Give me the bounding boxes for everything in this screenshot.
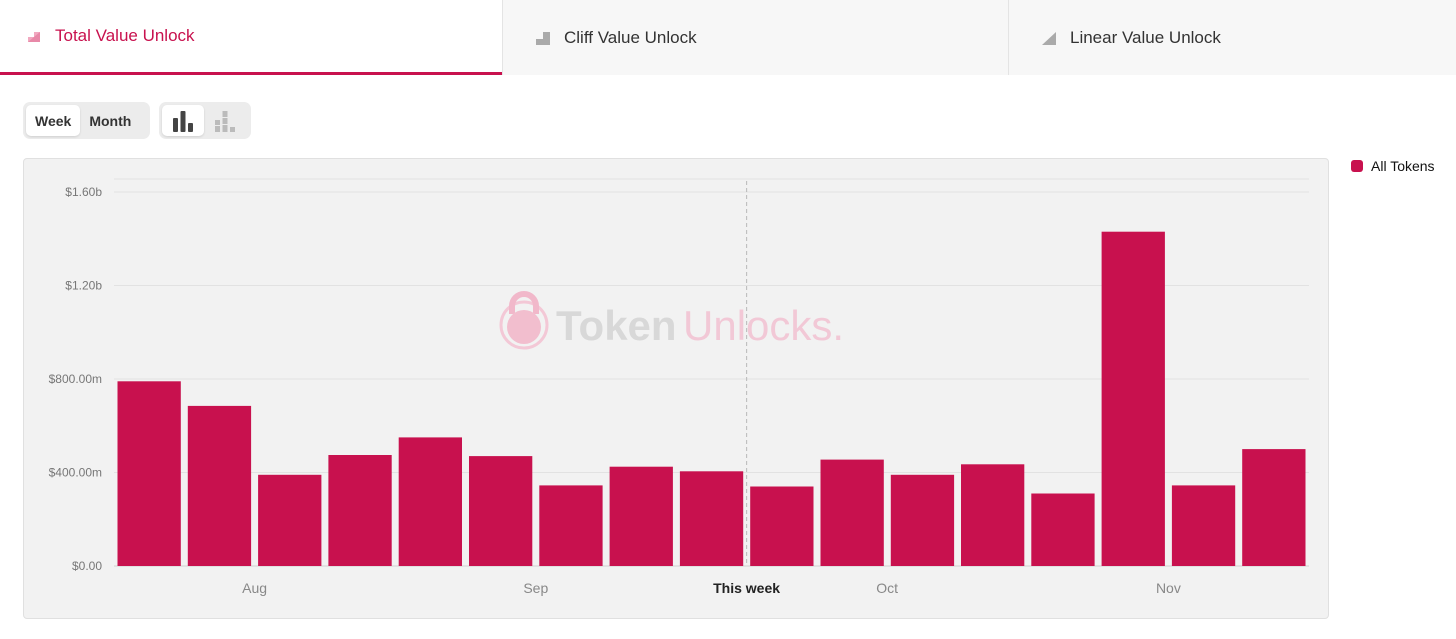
month-button[interactable]: Month	[89, 112, 132, 129]
tab-bar: Total Value Unlock Cliff Value Unlock Li…	[0, 0, 1456, 75]
y-tick-label: $1.20b	[65, 279, 102, 293]
watermark-brand-dark: Token	[556, 302, 677, 349]
x-tick-label: Nov	[1156, 580, 1181, 596]
label-layer: $0.00 $400.00m $800.00m $1.20b $1.60b Aug Sep T…	[49, 185, 1181, 596]
tab-label: Total Value Unlock	[55, 26, 195, 45]
x-tick-label: Sep	[523, 580, 548, 596]
legend-label: All Tokens	[1371, 158, 1435, 174]
bar[interactable]	[117, 381, 181, 566]
bar[interactable]	[328, 455, 392, 566]
y-tick-label: $400.00m	[49, 466, 102, 480]
linear-unlock-icon	[1042, 31, 1056, 45]
bar[interactable]	[679, 471, 744, 566]
bar[interactable]	[1242, 449, 1306, 566]
bar[interactable]	[609, 466, 673, 566]
watermark: Token Unlocks.	[499, 291, 844, 350]
tab-cliff-value-unlock[interactable]: Cliff Value Unlock	[502, 0, 1008, 75]
bar[interactable]	[398, 437, 462, 566]
bar[interactable]	[1031, 493, 1095, 567]
bar[interactable]	[187, 405, 252, 566]
bar[interactable]	[539, 485, 603, 566]
tab-total-value-unlock[interactable]: Total Value Unlock	[0, 0, 502, 75]
chart-panel: Token Unlocks. $0.00 $400.00m $800.00m $1.2…	[23, 158, 1329, 619]
stacked-bar-icon	[215, 110, 235, 132]
bar-chart-icon	[173, 110, 193, 132]
cliff-unlock-icon	[536, 31, 550, 45]
watermark-lock-body	[507, 310, 541, 344]
y-tick-label: $1.60b	[65, 185, 102, 199]
legend-swatch	[1351, 160, 1363, 172]
stacked-view-button[interactable]	[204, 105, 246, 136]
bar[interactable]	[258, 474, 322, 566]
y-tick-label: $0.00	[72, 559, 102, 573]
bar[interactable]	[469, 456, 533, 566]
chart-legend[interactable]: All Tokens	[1351, 158, 1435, 174]
bar[interactable]	[890, 474, 955, 566]
bar-chart: Token Unlocks. $0.00 $400.00m $800.00m $1.2…	[49, 178, 1309, 596]
x-tick-label: Aug	[242, 580, 267, 596]
week-button[interactable]: Week	[26, 105, 81, 136]
view-toggle	[159, 102, 251, 139]
bar[interactable]	[750, 486, 814, 567]
y-tick-label: $800.00m	[49, 372, 102, 386]
watermark-brand-light: Unlocks.	[683, 302, 844, 349]
bar[interactable]	[820, 459, 884, 566]
watermark-lock-shackle	[509, 291, 539, 314]
bar-layer	[117, 231, 1306, 567]
x-tick-label: Oct	[876, 580, 898, 596]
bar[interactable]	[1101, 231, 1165, 566]
x-tick-label: This week	[713, 580, 780, 596]
tab-linear-value-unlock[interactable]: Linear Value Unlock	[1008, 0, 1456, 75]
bar[interactable]	[961, 464, 1025, 566]
bar-view-button[interactable]	[162, 105, 204, 136]
bar[interactable]	[1171, 485, 1236, 566]
period-toggle: Week Month	[23, 102, 150, 139]
tab-label: Cliff Value Unlock	[564, 27, 697, 47]
total-unlock-icon	[28, 32, 40, 42]
watermark-lock-ring	[499, 300, 549, 350]
tab-label: Linear Value Unlock	[1070, 27, 1221, 47]
